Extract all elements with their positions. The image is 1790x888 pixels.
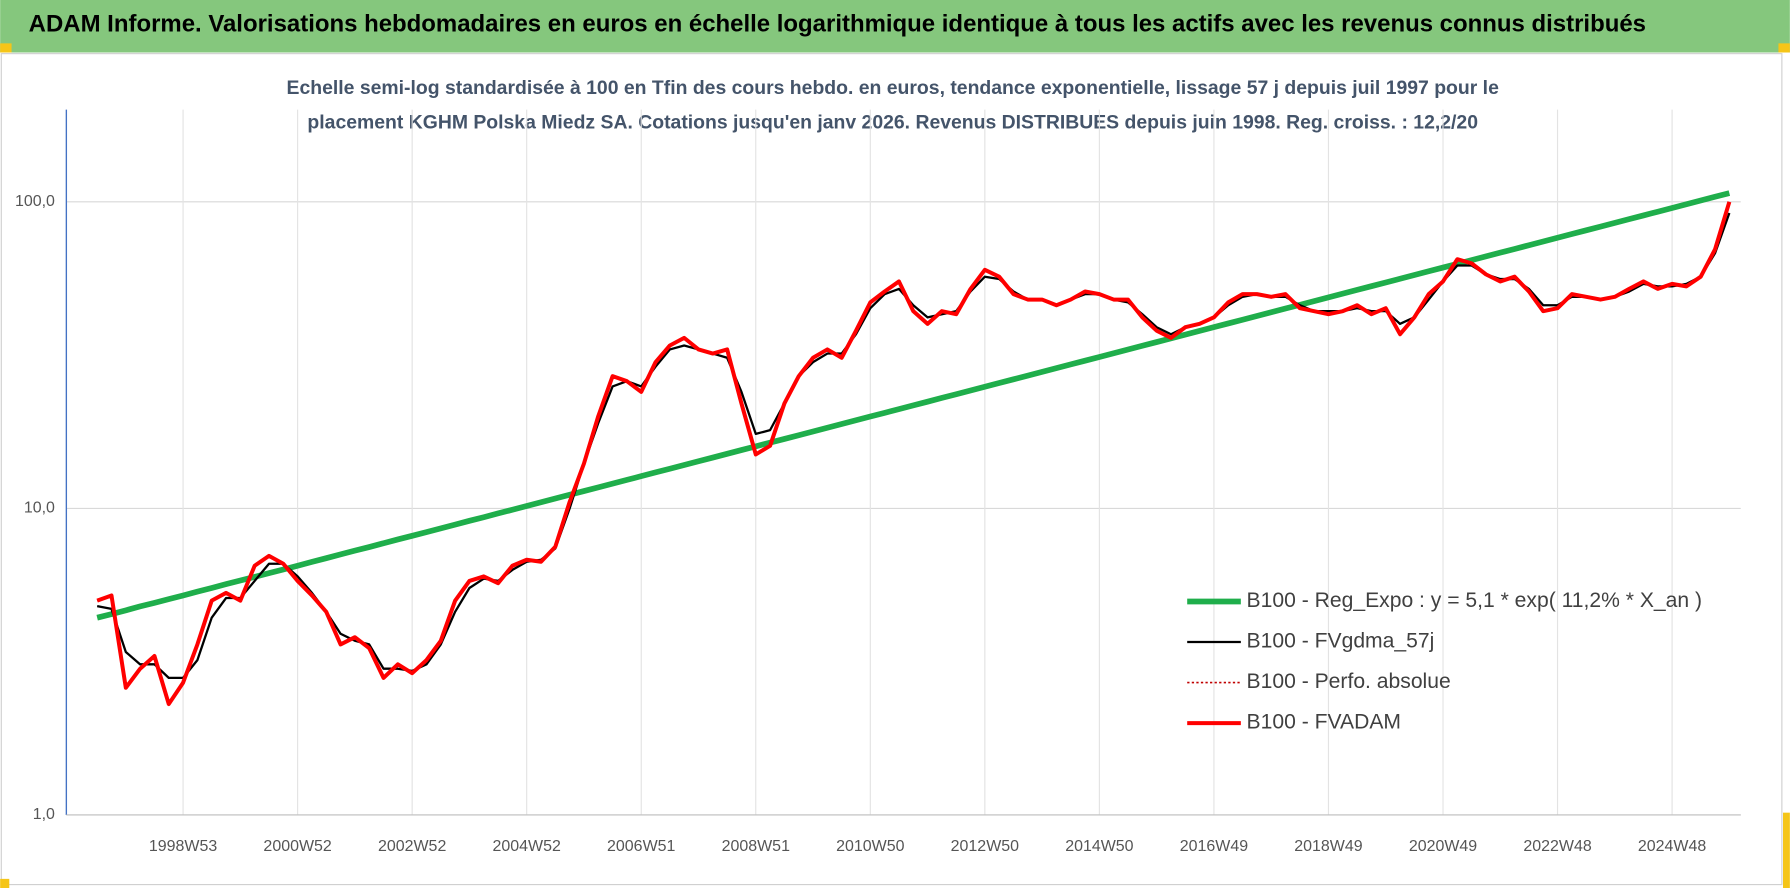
corner-marker bbox=[0, 43, 12, 53]
legend-label: B100 - Perfo. absolue bbox=[1247, 670, 1451, 693]
x-tick-label: 2014W50 bbox=[1065, 838, 1133, 855]
y-tick-label: 100,0 bbox=[15, 193, 55, 210]
x-tick-label: 2008W51 bbox=[722, 838, 790, 855]
series-line bbox=[96, 212, 1731, 680]
legend: B100 - Reg_Expo : y = 5,1 * exp( 11,2% *… bbox=[1187, 589, 1702, 734]
x-tick-label: 2004W52 bbox=[493, 838, 561, 855]
x-tick-label: 2022W48 bbox=[1523, 838, 1591, 855]
y-tick-label: 1,0 bbox=[33, 806, 55, 823]
x-tick-label: 2006W51 bbox=[607, 838, 675, 855]
page-title: ADAM Informe. Valorisations hebdomadaire… bbox=[29, 10, 1646, 37]
header-bar bbox=[0, 0, 1790, 53]
series-line bbox=[96, 190, 1731, 621]
corner-marker bbox=[0, 878, 10, 888]
x-tick-label: 2010W50 bbox=[836, 838, 904, 855]
x-tick-label: 2002W52 bbox=[378, 838, 446, 855]
series-line bbox=[96, 201, 1732, 707]
y-tick-label: 10,0 bbox=[24, 500, 55, 517]
x-tick-label: 2012W50 bbox=[951, 838, 1019, 855]
x-tick-label: 2016W49 bbox=[1180, 838, 1248, 855]
x-tick-label: 1998W53 bbox=[149, 838, 217, 855]
legend-label: B100 - FVADAM bbox=[1247, 711, 1401, 734]
x-tick-label: 2020W49 bbox=[1409, 838, 1477, 855]
corner-marker bbox=[1783, 812, 1790, 888]
x-tick-label: 2000W52 bbox=[263, 838, 331, 855]
chart-subtitle: Echelle semi-log standardisée à 100 en T… bbox=[287, 77, 1500, 99]
grid bbox=[66, 109, 1741, 816]
legend-label: B100 - Reg_Expo : y = 5,1 * exp( 11,2% *… bbox=[1247, 589, 1702, 612]
x-tick-label: 2018W49 bbox=[1294, 838, 1362, 855]
plot-lines bbox=[96, 190, 1732, 707]
x-tick-label: 2024W48 bbox=[1638, 838, 1706, 855]
corner-marker bbox=[1778, 43, 1790, 53]
legend-label: B100 - FVgdma_57j bbox=[1247, 630, 1435, 653]
chart-frame bbox=[0, 53, 1783, 886]
axes: 1,0 10,0 100,0 1998W53 2000W52 2002W52 2004W52… bbox=[15, 109, 1741, 855]
chart-subtitle: placement KGHM Polska Miedz SA. Cotation… bbox=[307, 111, 1478, 133]
